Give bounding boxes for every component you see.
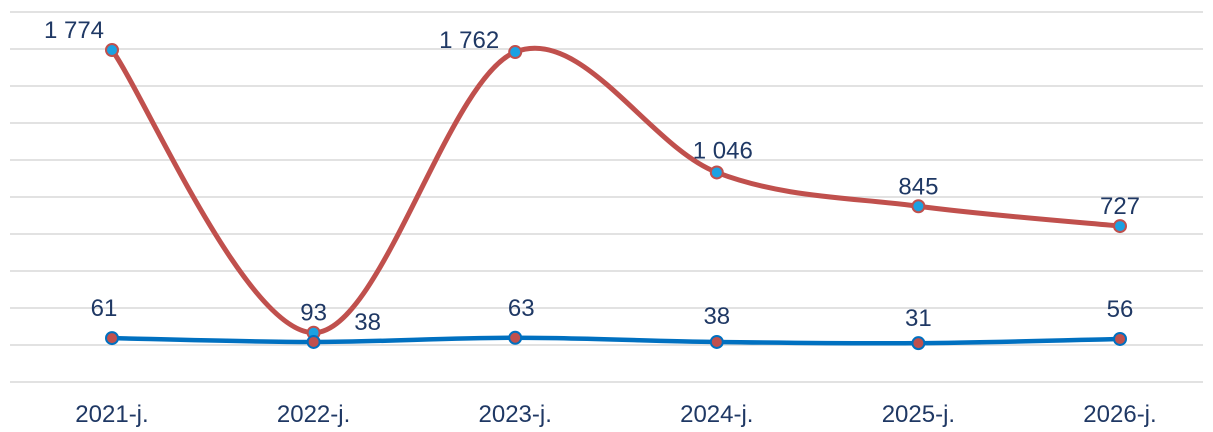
data-label: 727 <box>1100 193 1140 220</box>
data-point <box>1113 219 1127 234</box>
data-point <box>911 336 926 351</box>
data-label: 1 046 <box>693 137 753 164</box>
data-label: 38 <box>354 309 381 336</box>
data-point <box>306 334 321 349</box>
series-markers <box>105 43 1127 351</box>
data-label: 63 <box>508 295 535 322</box>
data-point <box>709 334 724 349</box>
x-tick-label: 2026-j. <box>1083 401 1156 428</box>
data-point <box>911 199 926 214</box>
x-tick-label: 2023-j. <box>479 401 552 428</box>
data-label: 31 <box>905 305 932 332</box>
x-tick-label: 2025-j. <box>882 401 955 428</box>
series-line-1 <box>109 45 1123 336</box>
data-labels: 1 774 93 1 762 1 046 845 727 61 38 63 38 31 56 <box>44 17 1140 336</box>
data-point <box>709 165 724 180</box>
data-point <box>508 45 523 60</box>
data-point <box>105 43 119 58</box>
x-axis: 2021-j. 2022-j. 2023-j. 2024-j. 2025-j. 2026-… <box>75 401 1156 428</box>
data-label: 845 <box>898 173 938 200</box>
data-label: 1 774 <box>44 17 104 44</box>
data-label: 38 <box>703 303 730 330</box>
data-point <box>105 331 119 346</box>
x-tick-label: 2022-j. <box>277 401 350 428</box>
data-label: 61 <box>91 295 118 322</box>
gridlines <box>10 11 1203 383</box>
data-point <box>508 330 523 345</box>
x-tick-label: 2021-j. <box>75 401 148 428</box>
series-lines <box>109 45 1123 346</box>
series-line-2 <box>109 335 1123 346</box>
data-label: 1 762 <box>439 27 499 54</box>
x-tick-label: 2024-j. <box>680 401 753 428</box>
data-point <box>1113 331 1127 346</box>
data-label: 93 <box>300 300 327 327</box>
data-label: 56 <box>1107 296 1134 323</box>
